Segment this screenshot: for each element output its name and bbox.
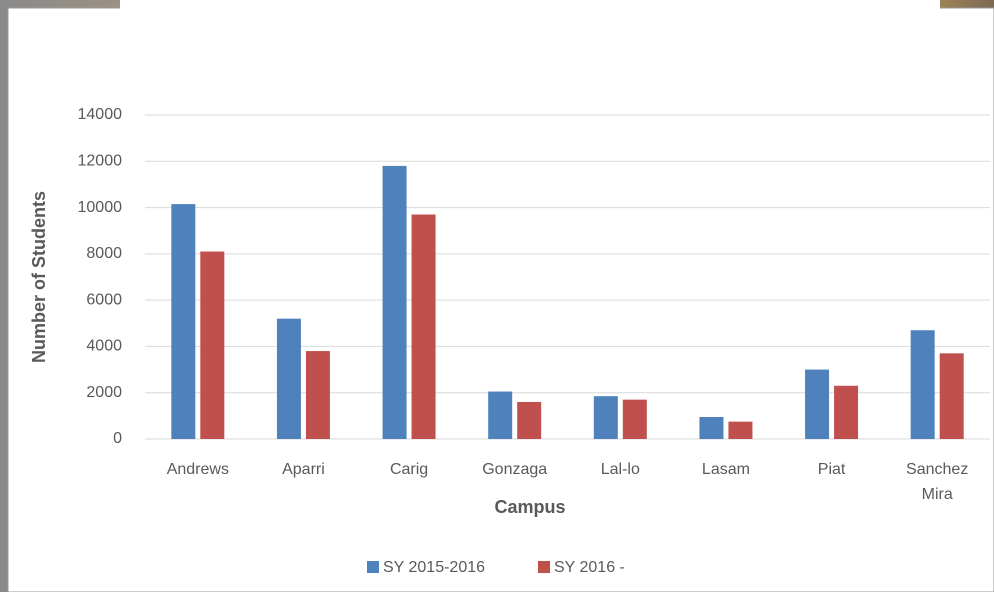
y-tick-label: 10000 <box>78 199 123 216</box>
y-tick-label: 12000 <box>78 153 123 170</box>
bar <box>412 215 436 439</box>
chart: Number of Students Campus 0 2000 4000 6000 8… <box>0 0 994 592</box>
bar <box>171 204 195 439</box>
bar <box>277 319 301 439</box>
bar <box>306 351 330 439</box>
x-tick-label: Aparri <box>282 461 325 478</box>
y-tick-label: 2000 <box>86 384 122 401</box>
x-tick-label: Carig <box>390 461 428 478</box>
x-tick-label: Lal-lo <box>601 461 640 478</box>
bar <box>805 370 829 439</box>
legend-swatch <box>367 561 379 573</box>
bar <box>517 402 541 439</box>
x-tick-label: Andrews <box>167 461 229 478</box>
y-tick-label: 0 <box>113 430 122 447</box>
x-tick-label: Lasam <box>702 461 750 478</box>
bar <box>200 252 224 439</box>
bar <box>699 417 723 439</box>
legend-label: SY 2015-2016 <box>383 559 485 576</box>
x-axis-title: Campus <box>494 497 565 517</box>
bar <box>940 353 964 439</box>
y-tick-label: 4000 <box>86 338 122 355</box>
legend-swatch <box>538 561 550 573</box>
bar <box>728 422 752 439</box>
bar <box>623 400 647 439</box>
page: {"chart_data": {"type": "bar", "x_label"… <box>0 0 994 592</box>
panel-top <box>120 0 940 9</box>
bar <box>488 392 512 439</box>
x-tick-label: Gonzaga <box>482 461 547 478</box>
bar <box>911 330 935 439</box>
legend-label: SY 2016 - <box>554 559 625 576</box>
x-tick-label: Piat <box>818 461 846 478</box>
y-tick-label: 6000 <box>86 291 122 308</box>
y-axis-title: Number of Students <box>29 191 49 363</box>
y-tick-label: 8000 <box>86 245 122 262</box>
bar <box>834 386 858 439</box>
y-tick-label: 14000 <box>78 106 123 123</box>
bar <box>594 396 618 439</box>
bar <box>383 166 407 439</box>
